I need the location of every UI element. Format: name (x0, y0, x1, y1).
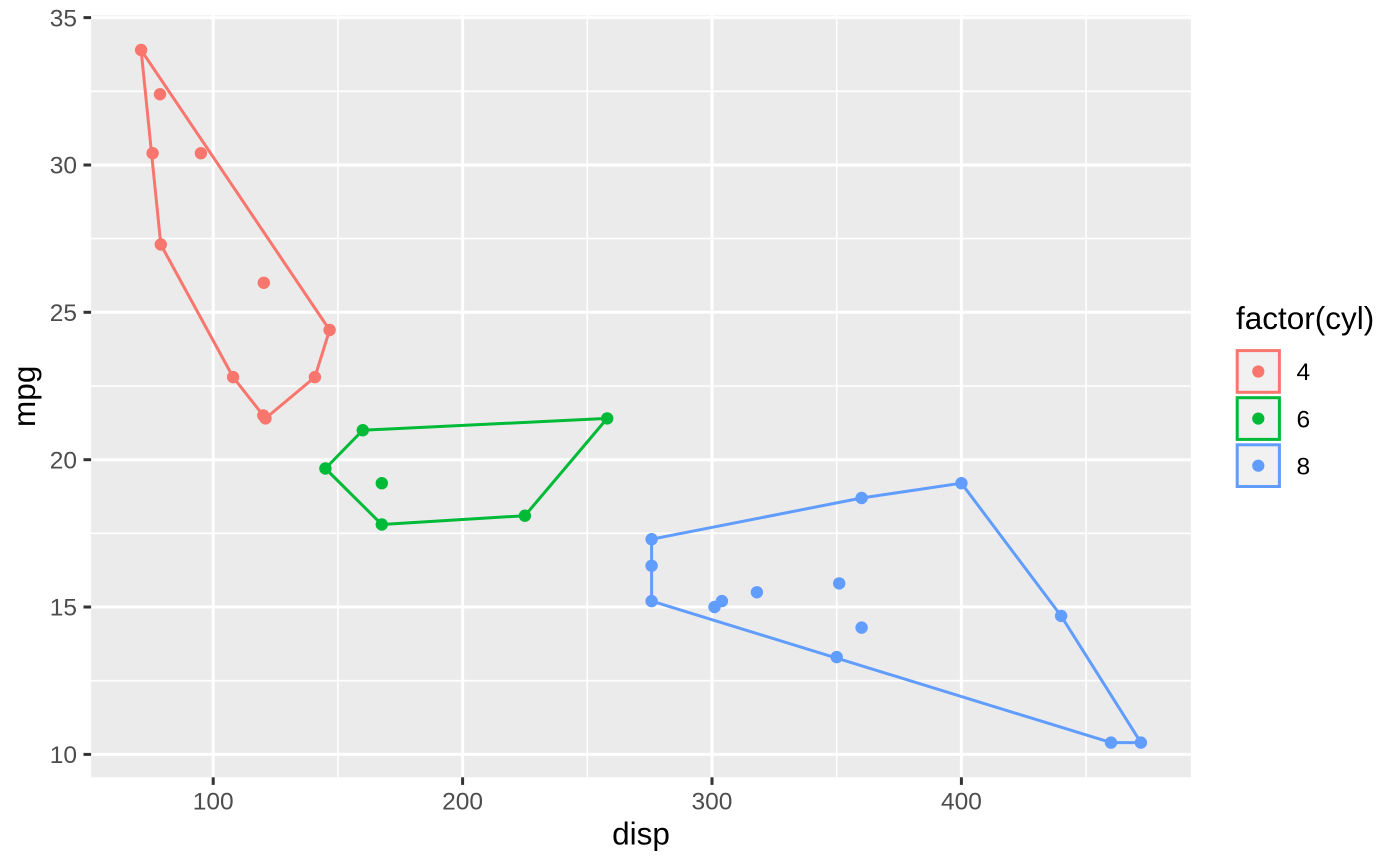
svg-text:35: 35 (50, 5, 77, 32)
svg-text:8: 8 (1297, 453, 1311, 480)
svg-text:30: 30 (50, 153, 77, 180)
svg-text:4: 4 (1297, 359, 1311, 386)
svg-text:mpg: mpg (6, 366, 42, 427)
svg-text:100: 100 (193, 789, 234, 816)
svg-text:15: 15 (50, 595, 77, 622)
svg-text:400: 400 (941, 789, 982, 816)
svg-text:20: 20 (50, 447, 77, 474)
svg-text:factor(cyl): factor(cyl) (1236, 300, 1374, 336)
svg-text:25: 25 (50, 300, 77, 327)
svg-text:300: 300 (692, 789, 733, 816)
svg-text:disp: disp (612, 816, 670, 852)
svg-text:200: 200 (442, 789, 483, 816)
svg-text:10: 10 (50, 742, 77, 769)
svg-text:6: 6 (1297, 406, 1311, 433)
